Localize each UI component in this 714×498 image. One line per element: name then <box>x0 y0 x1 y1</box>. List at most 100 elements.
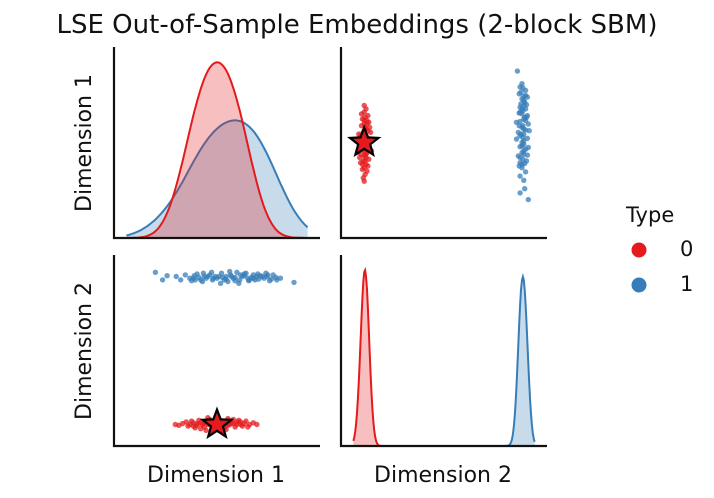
scatter-point-type-0 <box>361 102 367 109</box>
scatter-point-type-1 <box>173 273 179 280</box>
kde-line-type-1 <box>126 119 309 237</box>
scatter-point-type-1 <box>192 277 198 283</box>
scatter-point-type-0 <box>365 163 371 169</box>
scatter-point-type-1 <box>199 278 206 285</box>
scatter-point-type-0 <box>364 168 370 174</box>
kde-fill-type-0 <box>126 62 308 238</box>
x-axis-label-dimension-2: Dimension 2 <box>374 463 512 488</box>
scatter-point-type-0 <box>359 166 366 173</box>
scatter-point-type-1 <box>517 173 523 179</box>
scatter-point-type-1 <box>210 275 217 281</box>
scatter-point-type-1 <box>178 277 184 283</box>
scatter-point-type-1 <box>516 123 522 129</box>
legend-swatch-type-1 <box>631 277 647 293</box>
scatter-point-type-1 <box>521 126 527 132</box>
kde-fill-type-0 <box>353 270 535 446</box>
scatter-point-type-1 <box>228 273 235 280</box>
x-axis-label-dimension-1: Dimension 1 <box>147 463 285 488</box>
oos-star-marker <box>199 406 235 440</box>
scatter-point-type-1 <box>201 273 207 280</box>
axes-spines <box>112 47 547 448</box>
scatter-point-type-1 <box>515 153 521 159</box>
scatter-point-type-1 <box>517 190 523 196</box>
scatter-point-type-1 <box>517 160 523 166</box>
scatter-point-type-0 <box>172 421 178 428</box>
scatter-point-type-1 <box>256 276 262 282</box>
axis-spine-3 <box>339 255 547 448</box>
scatter-point-type-0 <box>254 421 260 428</box>
scatter-point-type-0 <box>198 426 204 432</box>
legend-swatch-type-0 <box>631 242 647 258</box>
scatter-point-type-0 <box>361 178 367 184</box>
scatter-point-type-1 <box>521 151 527 157</box>
scatter-point-type-1 <box>232 278 238 284</box>
scatter-point-type-1 <box>516 91 522 97</box>
scatter-point-type-1 <box>526 128 532 134</box>
scatter-point-type-0 <box>357 154 363 161</box>
kde-line-type-0 <box>126 61 308 239</box>
scatter-point-type-1 <box>241 271 247 277</box>
scatter-point-type-1 <box>208 269 215 275</box>
kde-line-type-0 <box>352 266 535 447</box>
scatter-point-type-0 <box>190 423 197 429</box>
scatter-point-type-0 <box>361 117 367 124</box>
kde-fill-type-1 <box>353 276 535 446</box>
scatter-point-type-1 <box>517 109 523 115</box>
panel-dim2-kde <box>352 266 536 447</box>
panel-dim1-vs-dim2-scatter <box>152 268 297 440</box>
scatter-point-type-1 <box>250 272 256 278</box>
scatter-point-type-1 <box>159 277 166 283</box>
scatter-point-type-0 <box>365 112 371 119</box>
scatter-point-type-1 <box>517 84 523 90</box>
scatter-point-type-0 <box>188 418 195 424</box>
y-axis-label-dimension-2: Dimension 2 <box>72 282 97 420</box>
panel-dim2-vs-dim1-scatter <box>347 68 532 203</box>
scatter-point-type-1 <box>522 169 529 175</box>
scatter-point-type-0 <box>358 111 365 117</box>
scatter-point-type-0 <box>203 427 209 433</box>
scatter-point-type-0 <box>358 123 365 129</box>
scatter-point-type-1 <box>217 280 224 286</box>
scatter-point-type-0 <box>243 418 249 424</box>
scatter-point-type-1 <box>265 272 271 278</box>
scatter-point-type-1 <box>513 136 520 142</box>
scatter-point-type-0 <box>232 424 238 430</box>
scatter-point-type-1 <box>246 277 253 283</box>
scatter-point-type-1 <box>522 92 529 99</box>
scatter-point-type-1 <box>274 277 280 283</box>
scatter-point-type-1 <box>525 144 531 151</box>
axis-spine-0 <box>112 47 320 240</box>
scatter-point-type-0 <box>245 424 251 430</box>
scatter-point-type-0 <box>237 421 244 428</box>
axis-spine-2 <box>112 255 320 448</box>
scatter-point-type-1 <box>523 114 530 121</box>
y-axis-label-dimension-1: Dimension 1 <box>72 74 97 212</box>
axis-spine-1 <box>339 47 547 240</box>
scatter-point-type-0 <box>183 419 189 425</box>
scatter-point-type-1 <box>291 279 297 286</box>
scatter-point-type-1 <box>182 272 188 278</box>
scatter-point-type-1 <box>521 177 527 183</box>
kde-fill-type-1 <box>126 120 308 238</box>
panel-dim1-kde <box>126 61 309 239</box>
scatter-point-type-1 <box>525 196 531 203</box>
scatter-point-type-1 <box>223 276 229 282</box>
scatter-point-type-1 <box>514 68 521 74</box>
scatter-point-type-1 <box>519 143 525 149</box>
scatter-point-type-1 <box>522 186 528 192</box>
scatter-point-type-0 <box>185 423 191 429</box>
oos-star-marker <box>347 124 382 158</box>
legend-title: Type <box>625 203 674 227</box>
kde-line-type-1 <box>353 272 536 447</box>
scatter-point-type-0 <box>359 161 366 168</box>
scatter-point-type-1 <box>518 131 524 137</box>
scatter-point-type-1 <box>523 158 530 164</box>
scatter-point-type-1 <box>227 268 233 275</box>
scatter-point-type-1 <box>164 273 170 279</box>
scatter-point-type-1 <box>266 278 273 284</box>
scatter-point-type-1 <box>194 271 200 277</box>
scatter-point-type-0 <box>367 129 374 136</box>
scatter-point-type-1 <box>522 106 529 112</box>
scatter-point-type-1 <box>152 269 159 275</box>
